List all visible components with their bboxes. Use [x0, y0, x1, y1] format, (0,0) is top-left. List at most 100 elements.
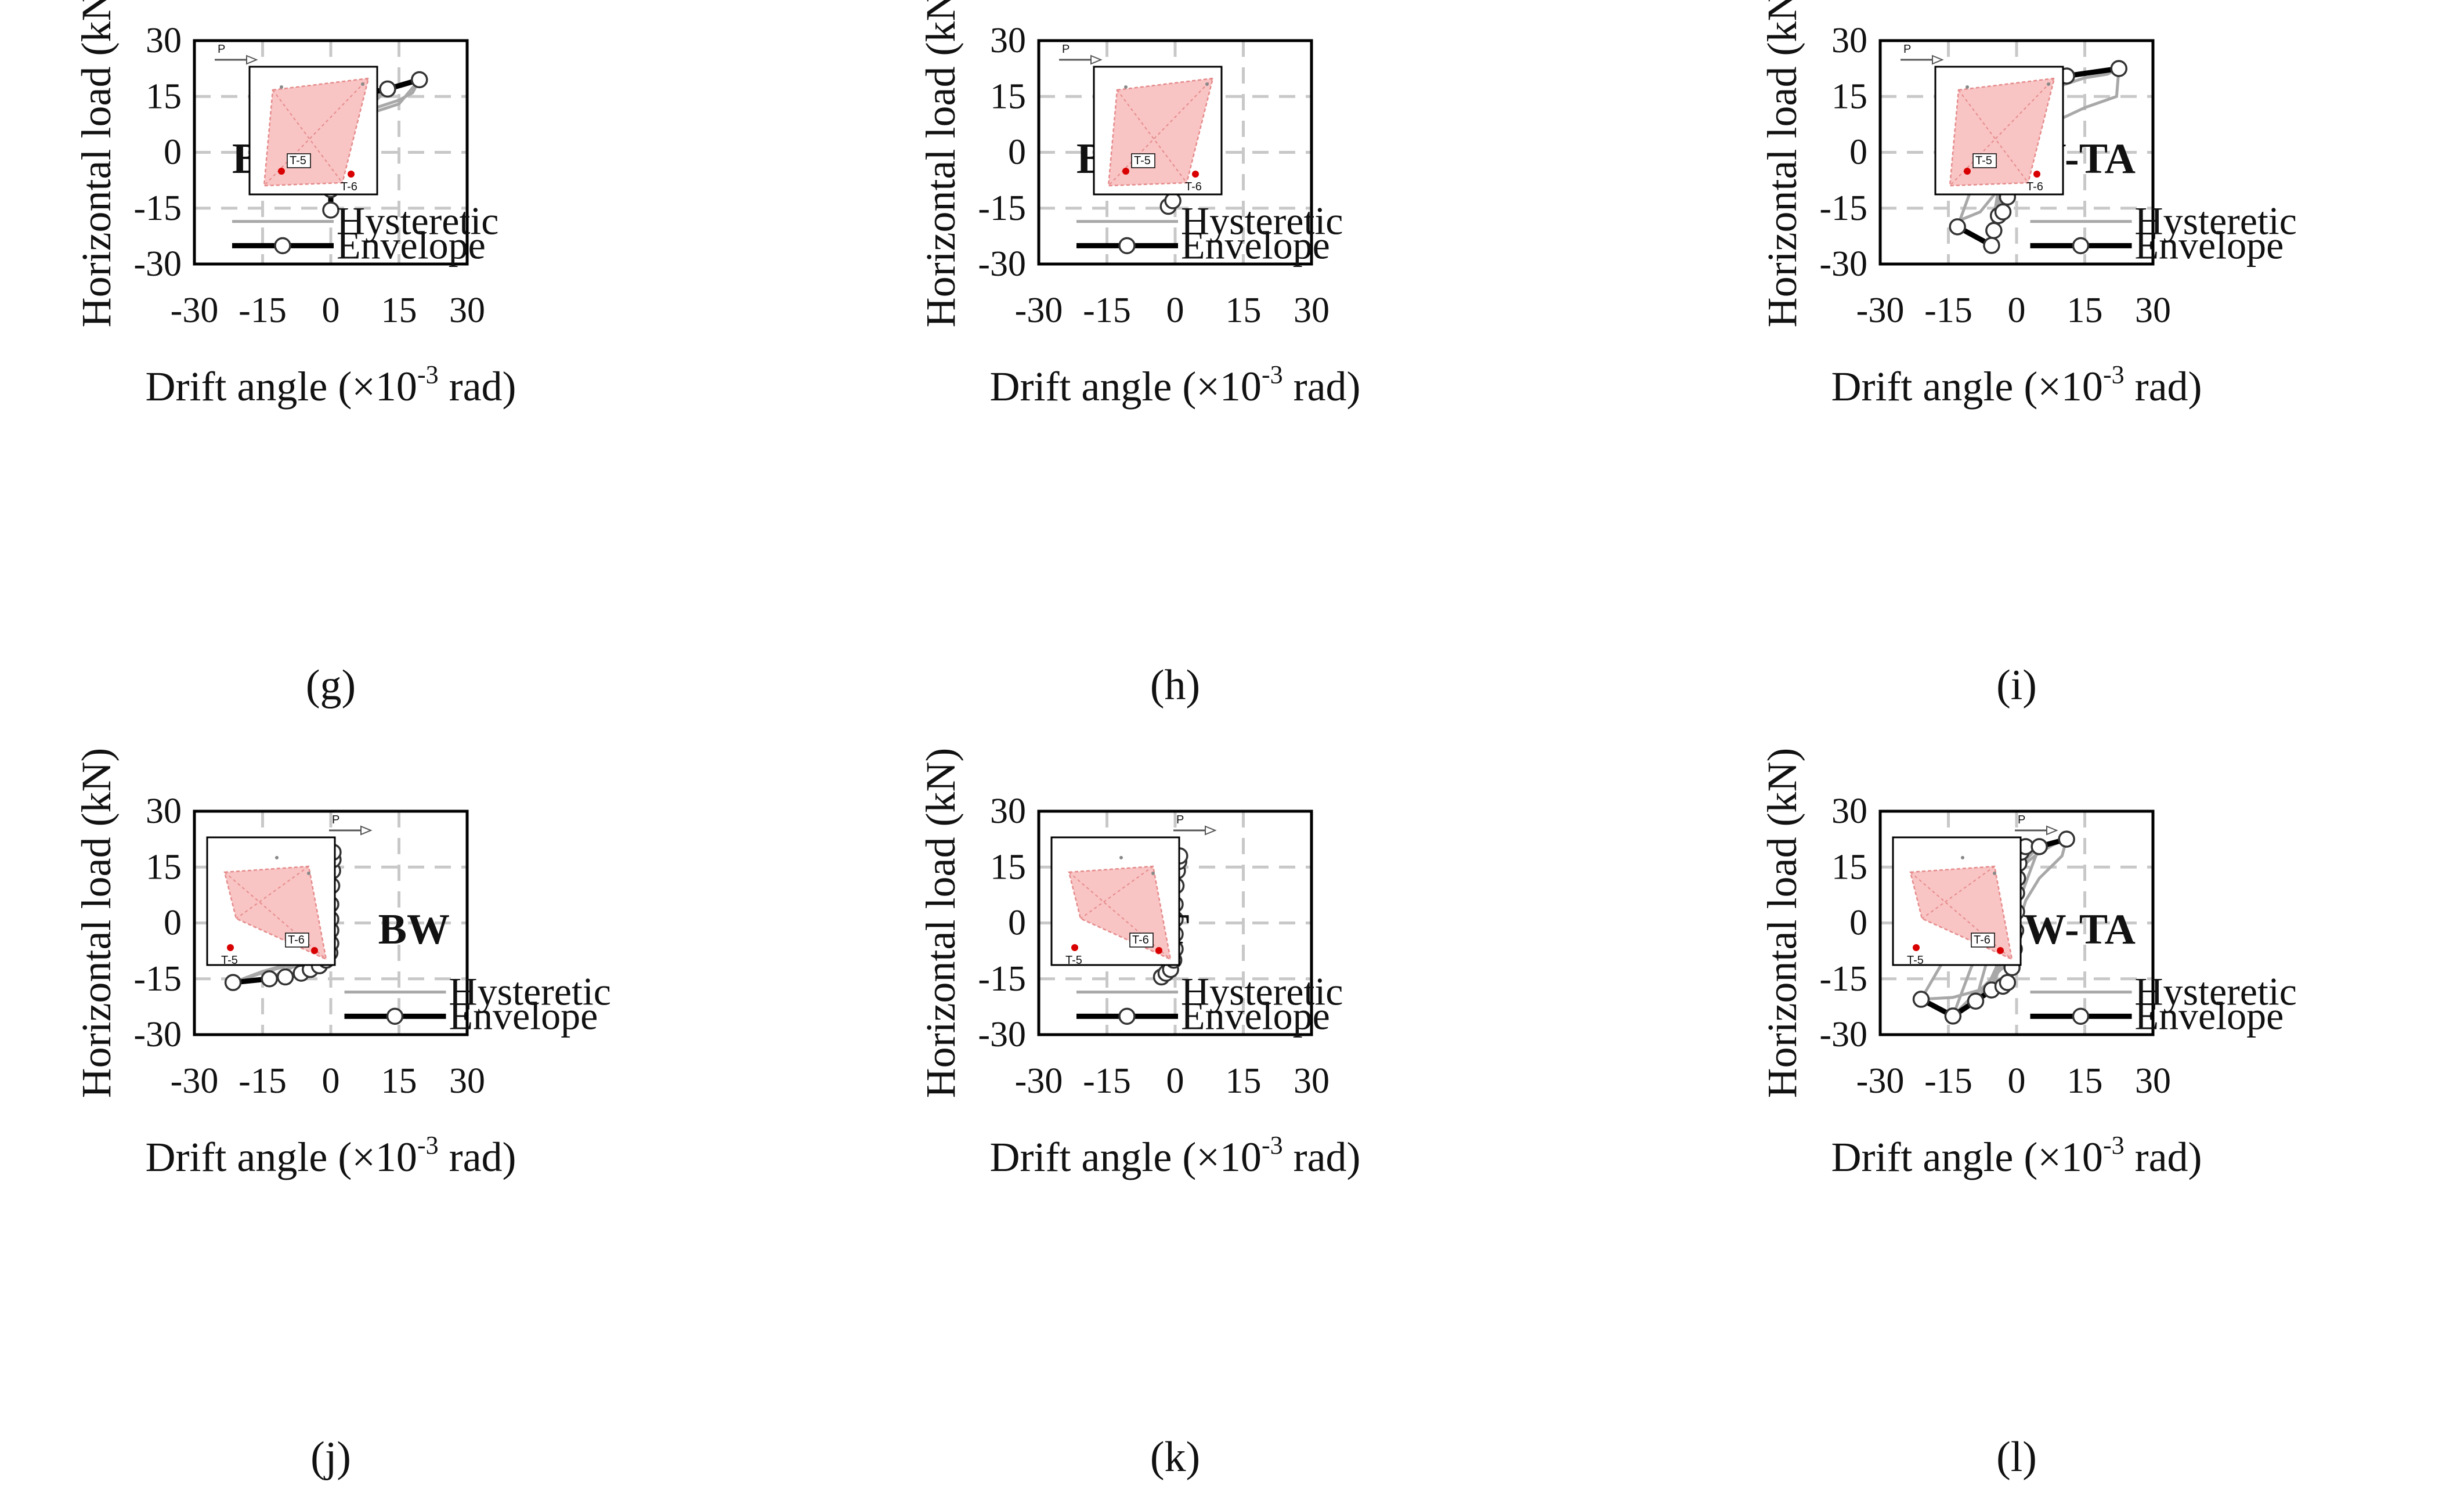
x-tick-label: 30	[1294, 1061, 1329, 1101]
legend-envelope-marker	[1118, 1007, 1136, 1025]
x-tick-label: 30	[1294, 291, 1329, 330]
y-tick-label: -30	[978, 244, 1026, 284]
x-tick-label: -15	[1083, 291, 1131, 330]
sensor-t6-label: T-6	[2026, 180, 2043, 193]
plot-frame	[1878, 39, 2155, 266]
legend-hysteretic-label: Hysteretic	[449, 970, 611, 1014]
envelope-point	[276, 968, 294, 986]
x-tick-label: 15	[1226, 291, 1262, 330]
legend-hysteretic-label: Hysteretic	[1181, 199, 1343, 243]
envelope-point	[1985, 222, 2003, 239]
load-arrow-icon	[1090, 55, 1103, 65]
y-tick-label: 0	[164, 904, 182, 943]
y-tick-label: 30	[1831, 21, 1867, 60]
wall-diagonal	[224, 872, 327, 960]
envelope-point	[379, 80, 396, 98]
x-tick-label: 0	[322, 1061, 340, 1101]
x-axis-label-main: Drift angle (×10	[989, 1134, 1261, 1180]
sensor-t5-label: T-5	[1907, 954, 1924, 967]
specimen-label: BW	[378, 906, 450, 953]
y-tick-label: -15	[133, 189, 182, 228]
sensor-t6-label: T-6	[1132, 934, 1149, 946]
x-tick-label: 15	[381, 291, 417, 330]
inset-point	[361, 82, 364, 86]
wall-diagonal	[1117, 89, 1187, 183]
load-arrow-icon	[2046, 825, 2058, 836]
inset-load-label: P	[1176, 814, 1184, 826]
x-tick-label: 30	[449, 1061, 485, 1101]
y-tick-label: 0	[1008, 133, 1026, 172]
inset-diagram: P T-5 T-6	[1892, 814, 2058, 967]
x-tick-label: 30	[2135, 1061, 2171, 1101]
legend-hysteretic-label: Hysteretic	[1181, 970, 1343, 1014]
envelope-point	[1949, 218, 1966, 236]
sensor-t6-box	[285, 933, 309, 948]
load-arrow-icon	[246, 55, 258, 65]
legend-envelope-label: Envelope	[2135, 223, 2284, 267]
legend-envelope-label: Envelope	[1181, 993, 1330, 1038]
legend-envelope-label: Envelope	[337, 223, 486, 267]
inset-point	[2047, 82, 2050, 86]
x-axis-label: Drift angle (×10-3 rad)	[1831, 1131, 2202, 1180]
sensor-t6-label: T-6	[1974, 934, 1990, 946]
y-tick-label: -30	[1819, 1015, 1867, 1054]
wall-diagonal	[1108, 78, 1213, 186]
inset-point	[1205, 82, 1209, 86]
legend-envelope-marker	[2072, 1007, 2090, 1025]
x-axis-label-tail: rad)	[2125, 363, 2202, 410]
x-axis-label-tail: rad)	[439, 1134, 516, 1180]
sensor-t6-marker	[2033, 171, 2040, 178]
envelope-point	[1967, 992, 1985, 1010]
panel-label: (h)	[1150, 662, 1200, 709]
envelope-point	[1983, 237, 2000, 254]
y-tick-label: 15	[990, 847, 1026, 887]
x-tick-label: -30	[1856, 1061, 1905, 1101]
x-axis-label-main: Drift angle (×10	[1831, 363, 2102, 410]
inset-load-label: P	[1903, 43, 1911, 56]
y-tick-label: 30	[990, 792, 1026, 831]
legend-envelope-label: Envelope	[2135, 993, 2284, 1038]
inset-point	[1993, 872, 1996, 875]
y-tick-label: -30	[133, 1015, 182, 1054]
x-axis-label: Drift angle (×10-3 rad)	[1831, 360, 2202, 410]
x-axis-label-tail: rad)	[1283, 363, 1361, 410]
envelope-point	[2110, 60, 2127, 77]
x-tick-label: -30	[1015, 291, 1063, 330]
envelope-point	[1999, 974, 2017, 991]
inset-diagram: P T-5 T-6	[1059, 43, 1223, 196]
y-axis-label: Horizontal load (kN)	[1759, 0, 1805, 327]
x-axis-label-sup: -3	[417, 1131, 439, 1159]
y-tick-label: -15	[1819, 959, 1867, 999]
x-tick-label: 0	[322, 291, 340, 330]
y-tick-label: 30	[990, 21, 1026, 60]
panel-i: 30 15 0 -15 -30 -30 -15 0 15 30 Horizontal load (k…	[1759, 0, 2297, 709]
sensor-t5-box	[1972, 153, 1997, 168]
sensor-t5-marker	[1071, 944, 1078, 951]
envelope-point	[1164, 192, 1182, 209]
sensor-t6-marker	[348, 171, 355, 178]
envelope-point	[1994, 203, 2012, 221]
inset-point	[1966, 85, 1969, 89]
y-tick-label: 15	[990, 77, 1026, 116]
x-axis-label-sup: -3	[417, 360, 439, 389]
sensor-t5-marker	[1913, 944, 1920, 951]
envelope-point	[2031, 838, 2048, 855]
x-axis-label-main: Drift angle (×10	[1831, 1134, 2102, 1180]
x-tick-label: 30	[449, 291, 485, 330]
x-tick-label: 0	[2008, 291, 2026, 330]
y-tick-label: 15	[1831, 847, 1867, 887]
panel-k: 30 15 0 -15 -30 -30 -15 0 15 30 Horizontal load (k…	[917, 748, 1361, 1481]
sensor-t5-marker	[227, 944, 234, 951]
x-axis-label-tail: rad)	[439, 363, 516, 410]
x-axis-label-sup: -3	[1262, 360, 1283, 389]
y-tick-label: 0	[1008, 904, 1026, 943]
envelope-point	[322, 201, 339, 219]
y-tick-label: 0	[164, 133, 182, 172]
inset-diagram: P T-5 T-6	[1901, 43, 2064, 196]
y-tick-label: -30	[133, 244, 182, 284]
inset-diagram: P T-5 T-6	[1050, 814, 1217, 967]
panel-label: (j)	[310, 1433, 351, 1481]
legend-envelope-marker	[1118, 237, 1136, 255]
x-axis-label: Drift angle (×10-3 rad)	[989, 360, 1360, 410]
